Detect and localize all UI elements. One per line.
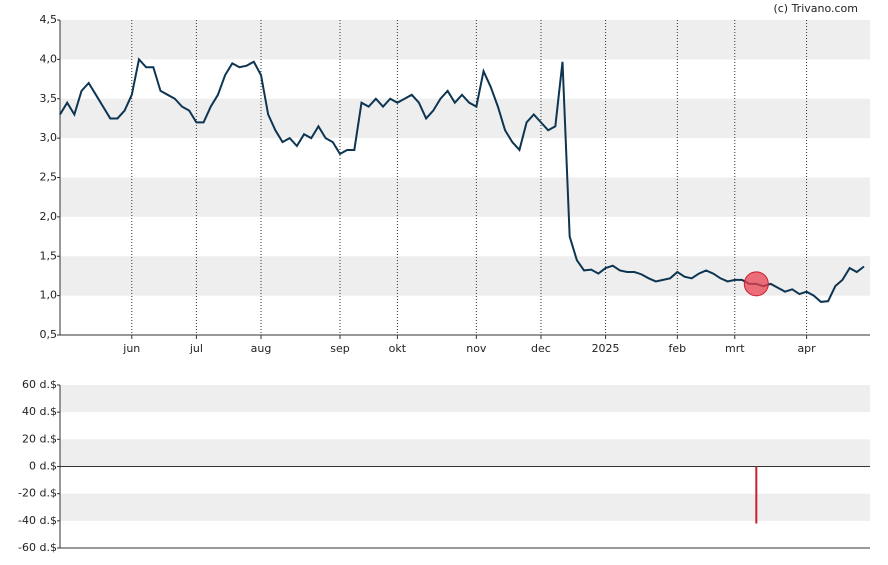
x-tick-label: feb <box>669 342 687 355</box>
x-tick-label: sep <box>330 342 349 355</box>
y-tick-label: 3,0 <box>40 131 58 144</box>
y-tick-label: 60 d.$ <box>22 378 57 391</box>
price-line <box>59 57 865 303</box>
y-tick-label: 1,0 <box>40 289 58 302</box>
y-tick-label: 1,5 <box>40 249 58 262</box>
y-tick-label: 4,0 <box>40 52 58 65</box>
y-tick-label: 2,0 <box>40 210 58 223</box>
x-tick-label: aug <box>251 342 272 355</box>
y-tick-label: -20 d.$ <box>18 487 57 500</box>
y-tick-label: 4,5 <box>40 13 58 26</box>
x-tick-label: okt <box>389 342 407 355</box>
grid-band <box>60 493 870 521</box>
x-tick-label: apr <box>797 342 816 355</box>
y-tick-label: -60 d.$ <box>18 541 57 554</box>
grid-band <box>60 439 870 467</box>
y-tick-label: 20 d.$ <box>22 432 57 445</box>
grid-band <box>60 20 870 60</box>
event-marker <box>743 271 769 297</box>
x-tick-label: jun <box>122 342 140 355</box>
x-tick-label: jul <box>189 342 203 355</box>
x-tick-label: dec <box>531 342 551 355</box>
y-tick-label: -40 d.$ <box>18 514 57 527</box>
y-tick-label: 2,5 <box>40 171 58 184</box>
y-tick-label: 40 d.$ <box>22 405 57 418</box>
x-tick-label: mrt <box>725 342 745 355</box>
bar <box>755 466 758 524</box>
x-tick-label: nov <box>466 342 487 355</box>
y-tick-label: 0,5 <box>40 328 58 341</box>
grid-band <box>60 177 870 217</box>
x-tick-label: 2025 <box>592 342 620 355</box>
y-tick-label: 3,5 <box>40 92 58 105</box>
y-tick-label: 0 d.$ <box>29 460 57 473</box>
grid-band <box>60 385 870 413</box>
credit: (c) Trivano.com <box>773 2 858 15</box>
